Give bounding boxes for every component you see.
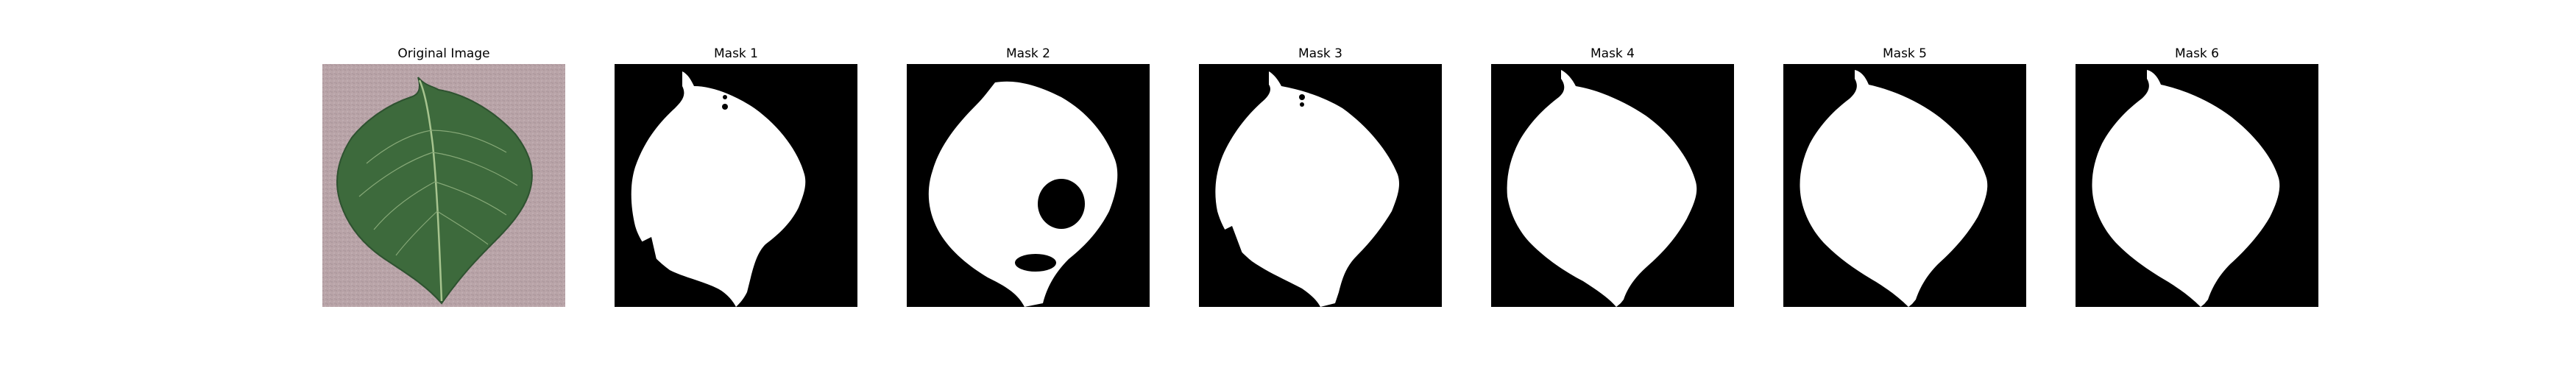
panel-title: Mask 4 (1590, 46, 1635, 61)
mask-leaf-region (2092, 70, 2280, 307)
panel-title: Original Image (397, 46, 490, 61)
panel-title: Mask 5 (1882, 46, 1927, 61)
leaf-shape (336, 77, 533, 305)
mask-6-image (2076, 64, 2318, 307)
panel-title: Mask 2 (1005, 46, 1050, 61)
leaf-midrib (418, 79, 443, 302)
mask-hole (1015, 254, 1056, 272)
mask-hole (1038, 179, 1085, 229)
mask-4-image (1491, 64, 1734, 307)
panel-mask-1: Mask 1 (615, 46, 857, 308)
panel-title: Mask 3 (1298, 46, 1342, 61)
mask-leaf-region (1507, 70, 1697, 307)
panel-mask-6: Mask 6 (2076, 46, 2318, 308)
mask-5-image (1783, 64, 2026, 307)
leaf-veins (358, 130, 518, 256)
mask-3-image (1199, 64, 1442, 307)
mask-1-image (615, 64, 857, 307)
mask-leaf-region (631, 71, 806, 307)
panel-original-image: Original Image (322, 46, 565, 308)
original-leaf-photo (322, 64, 565, 307)
panel-title: Mask 6 (2174, 46, 2219, 61)
panel-title: Mask 1 (713, 46, 758, 61)
panel-mask-2: Mask 2 (907, 46, 1150, 308)
mask-2-image (907, 64, 1150, 307)
mask-leaf-region (1800, 70, 1988, 307)
panel-mask-4: Mask 4 (1491, 46, 1734, 308)
mask-leaf-region (1215, 71, 1400, 307)
mask-leaf-region (928, 81, 1118, 307)
panel-mask-5: Mask 5 (1783, 46, 2026, 308)
panel-mask-3: Mask 3 (1199, 46, 1442, 308)
